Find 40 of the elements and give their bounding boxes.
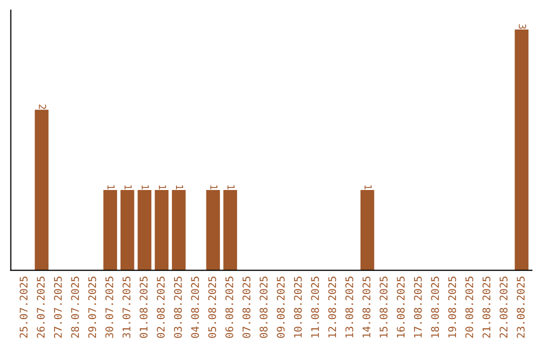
x-tick-label: 03.08.2025 <box>174 276 182 338</box>
x-tick-label: 28.07.2025 <box>71 276 79 338</box>
x-tick-label: 10.08.2025 <box>294 276 302 338</box>
x-tick-label: 25.07.2025 <box>20 276 28 338</box>
x-tick-label: 17.08.2025 <box>414 276 422 338</box>
x-tick-label: 15.08.2025 <box>380 276 388 338</box>
x-tick-label: 16.08.2025 <box>396 276 405 338</box>
data-label: 1 <box>124 185 132 190</box>
x-tick-label: 30.07.2025 <box>105 276 114 338</box>
data-label: 1 <box>210 185 218 190</box>
data-label: 2 <box>38 104 46 109</box>
x-tick-label: 27.07.2025 <box>54 276 62 338</box>
x-tick-label: 09.08.2025 <box>276 276 285 338</box>
data-label: 1 <box>228 185 235 190</box>
x-tick-label: 08.08.2025 <box>260 276 268 338</box>
x-tick-label: 14.08.2025 <box>362 276 370 338</box>
data-label: 3 <box>518 24 526 29</box>
x-tick-label: 12.08.2025 <box>328 276 336 338</box>
x-tick-label: 01.08.2025 <box>140 276 148 338</box>
x-tick-label: 07.08.2025 <box>242 276 250 338</box>
x-tick-label: 20.08.2025 <box>465 276 474 338</box>
x-tick-label: 13.08.2025 <box>345 276 354 338</box>
data-label: 1 <box>142 185 149 190</box>
x-tick-label: 26.07.2025 <box>36 276 45 338</box>
x-tick-label: 21.08.2025 <box>482 276 490 338</box>
x-tick-label: 11.08.2025 <box>311 276 319 338</box>
x-tick-label: 31.07.2025 <box>122 276 130 338</box>
data-label: 1 <box>176 185 184 190</box>
x-tick-label: 19.08.2025 <box>448 276 456 338</box>
x-tick-label: 23.08.2025 <box>516 276 525 338</box>
x-tick-label: 02.08.2025 <box>156 276 165 338</box>
data-label: 1 <box>108 185 115 190</box>
x-tick-label: 04.08.2025 <box>191 276 199 338</box>
x-tick-label: 18.08.2025 <box>431 276 439 338</box>
data-label: 1 <box>364 185 372 190</box>
x-tick-label: 06.08.2025 <box>225 276 234 338</box>
x-tick-label: 22.08.2025 <box>500 276 508 338</box>
data-label: 1 <box>158 185 166 190</box>
x-tick-label: 29.07.2025 <box>88 276 96 338</box>
x-tick-label: 05.08.2025 <box>208 276 216 338</box>
